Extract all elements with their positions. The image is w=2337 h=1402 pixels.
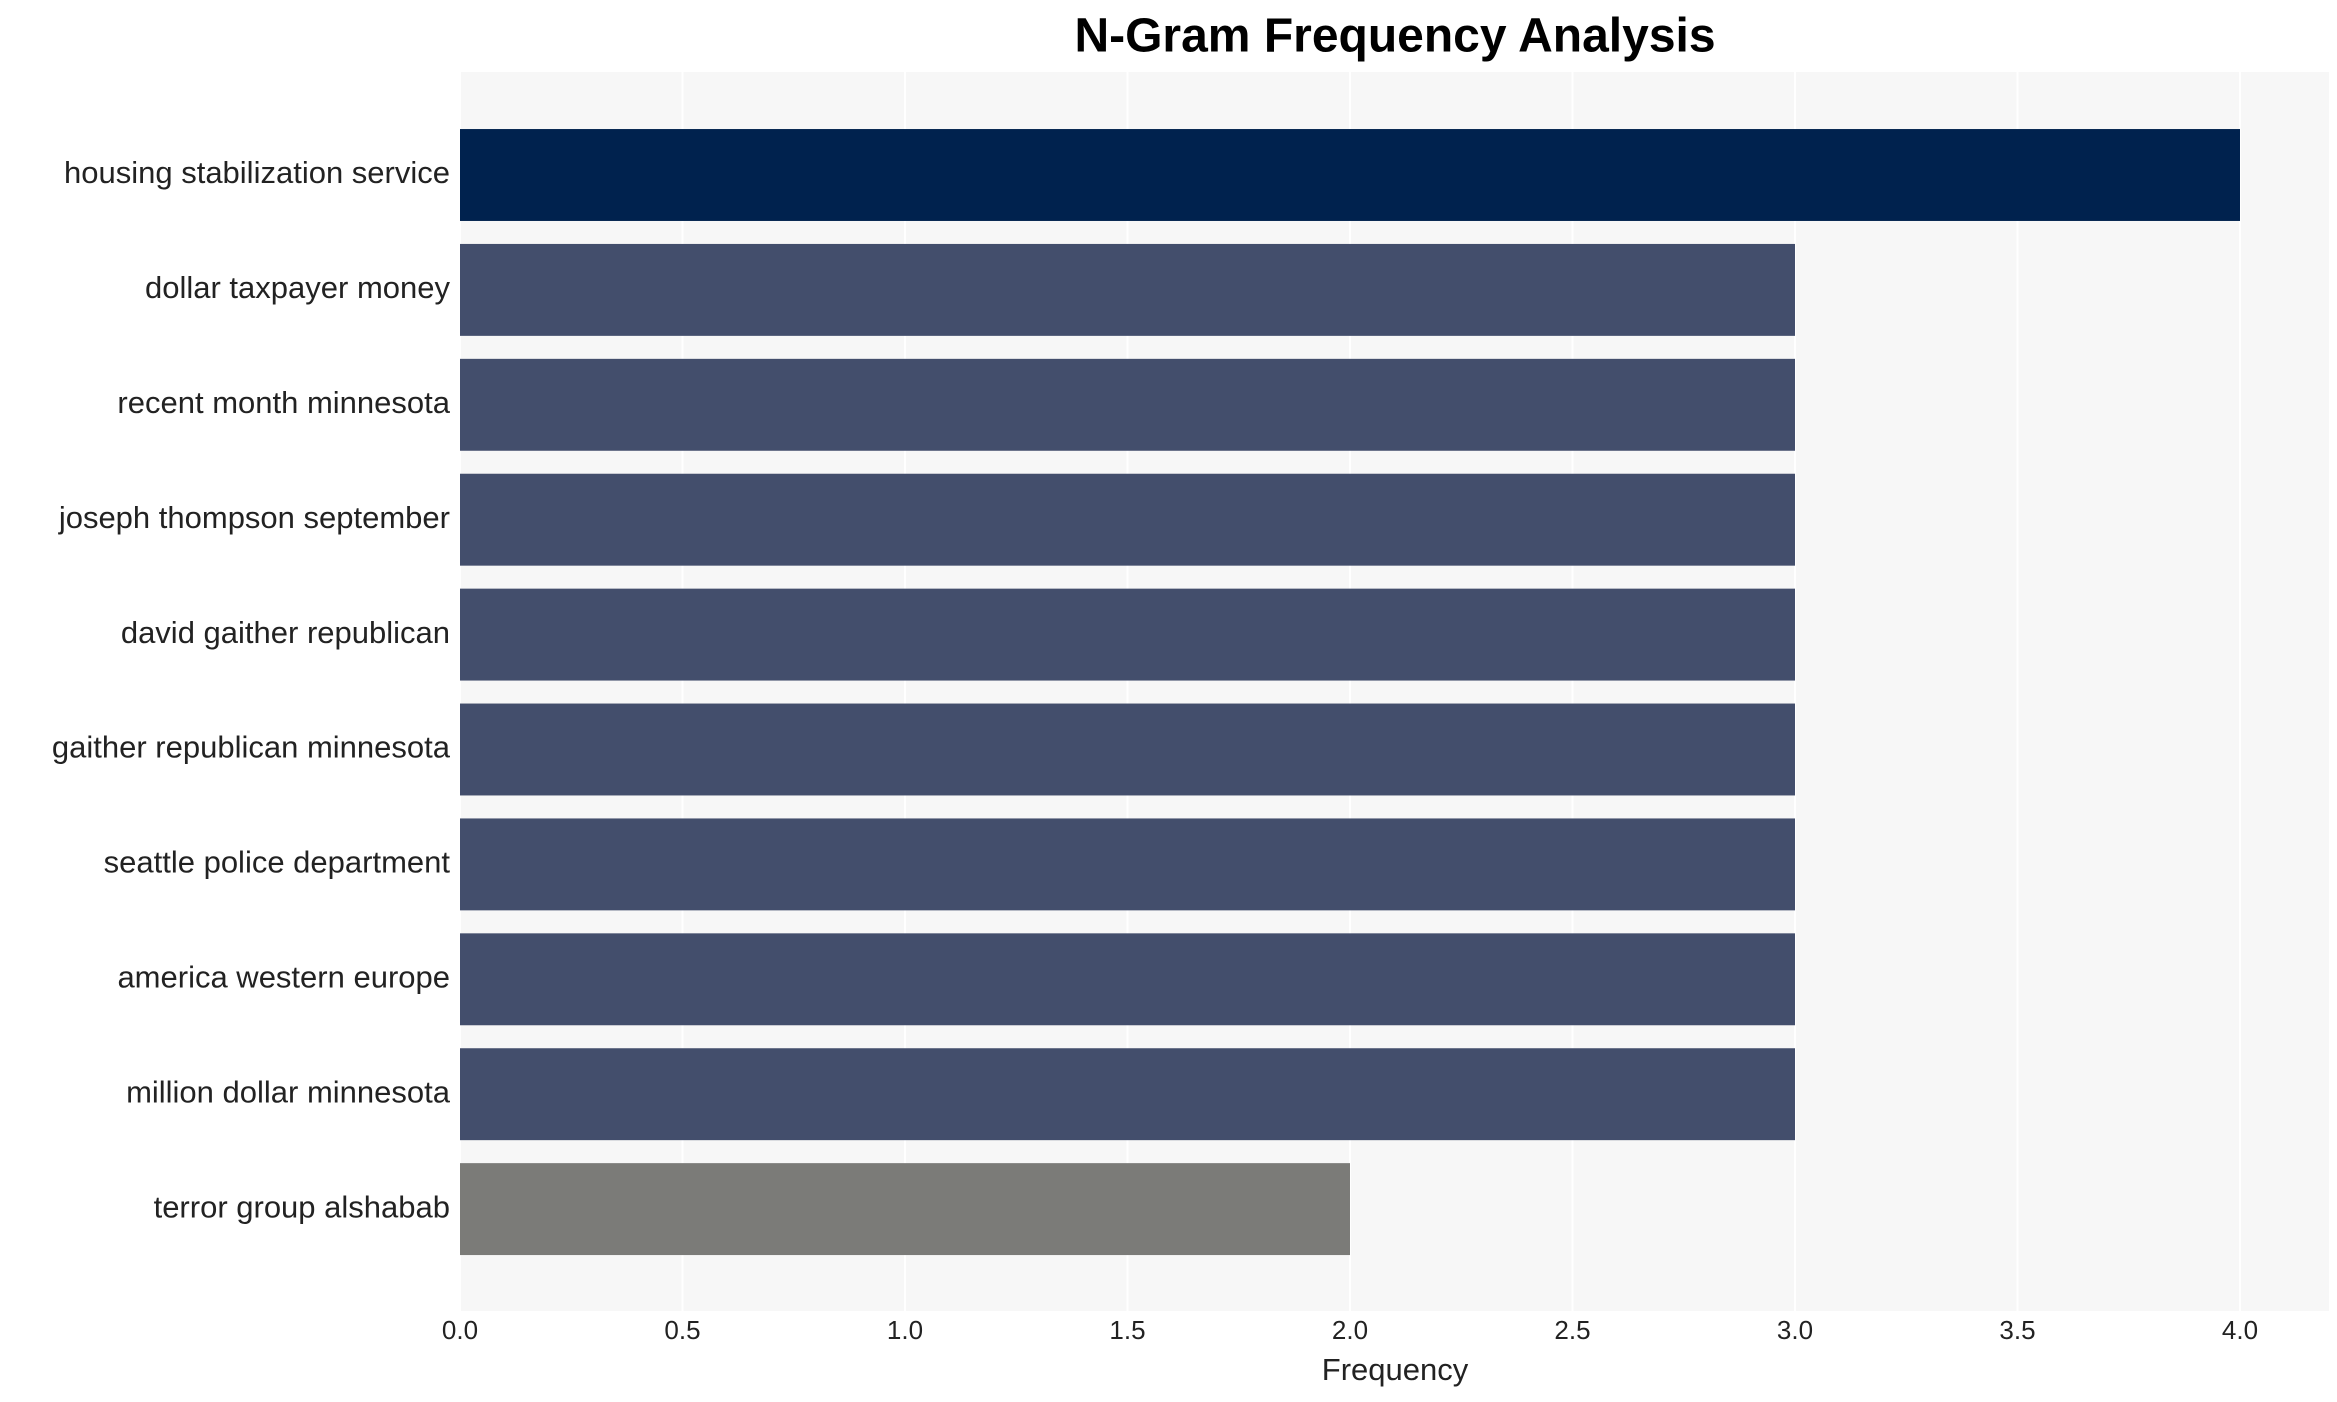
x-tick-label: 2.5 (1554, 1315, 1590, 1345)
bar (460, 818, 1795, 911)
y-tick-label: gaither republican minnesota (52, 730, 451, 765)
x-tick-label: 3.5 (1999, 1315, 2035, 1345)
bar (460, 588, 1795, 681)
x-tick-label: 3.0 (1777, 1315, 1813, 1345)
x-tick-label: 1.5 (1109, 1315, 1145, 1345)
x-tick-label: 0.5 (664, 1315, 700, 1345)
y-tick-label: joseph thompson september (58, 500, 450, 535)
bar (460, 1163, 1350, 1256)
bar (460, 129, 2240, 221)
y-tick-label: david gaither republican (121, 615, 450, 650)
bar (460, 933, 1795, 1026)
y-tick-label: dollar taxpayer money (145, 270, 450, 305)
x-tick-label: 1.0 (887, 1315, 923, 1345)
y-tick-label: recent month minnesota (117, 385, 450, 420)
bar (460, 703, 1795, 796)
y-tick-label: america western europe (117, 959, 450, 994)
bar (460, 1048, 1795, 1141)
x-tick-label: 2.0 (1332, 1315, 1368, 1345)
y-tick-label: terror group alshabab (154, 1189, 450, 1224)
y-tick-label: housing stabilization service (64, 155, 450, 190)
bar (460, 358, 1795, 451)
x-tick-label: 4.0 (2222, 1315, 2258, 1345)
bar (460, 473, 1795, 566)
x-tick-label: 0.0 (442, 1315, 478, 1345)
y-tick-label: seattle police department (104, 845, 451, 880)
x-axis-label: Frequency (1322, 1352, 1469, 1387)
chart-title: N-Gram Frequency Analysis (1074, 10, 1715, 63)
y-tick-label: million dollar minnesota (126, 1074, 451, 1109)
bar (460, 243, 1795, 336)
